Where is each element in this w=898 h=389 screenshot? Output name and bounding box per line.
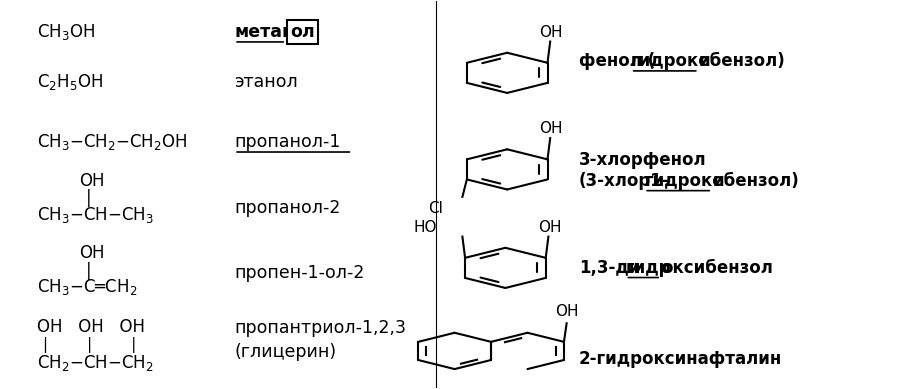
Text: OH: OH [79,244,105,262]
Text: CH$_3$−CH−CH$_3$: CH$_3$−CH−CH$_3$ [37,205,154,225]
Text: OH: OH [538,220,561,235]
Text: OH: OH [540,25,563,40]
Text: |: | [85,262,92,280]
Text: пропен-1-ол-2: пропен-1-ол-2 [234,263,365,282]
Text: |        |        |: | | | [42,337,136,353]
Text: (3-хлор1-: (3-хлор1- [579,172,669,190]
Text: метан: метан [234,23,295,41]
Text: пропанол-1: пропанол-1 [234,133,340,151]
Text: HO: HO [413,220,436,235]
Text: OH   OH   OH: OH OH OH [37,317,145,336]
Text: гидрокс: гидрокс [644,172,722,190]
Text: CH$_3$−CH$_2$−CH$_2$OH: CH$_3$−CH$_2$−CH$_2$OH [37,132,188,152]
Text: OH: OH [540,121,563,136]
Text: CH$_3$OH: CH$_3$OH [37,22,95,42]
Text: CH$_3$−C═CH$_2$: CH$_3$−C═CH$_2$ [37,277,137,297]
Text: пропантриол-1,2,3: пропантриол-1,2,3 [234,319,406,337]
Text: 2-гидроксинафталин: 2-гидроксинафталин [579,350,782,368]
Text: OH: OH [79,172,105,190]
Text: 3-хлорфенол: 3-хлорфенол [579,151,707,169]
Text: пропанол-2: пропанол-2 [234,199,340,217]
Text: ибензол): ибензол) [699,52,786,70]
Text: 1,3-ди: 1,3-ди [579,259,640,277]
Text: ол: ол [291,23,315,41]
Text: CH$_2$−CH−CH$_2$: CH$_2$−CH−CH$_2$ [37,353,154,373]
Text: ибензол): ибензол) [712,172,799,190]
Text: OH: OH [555,305,578,319]
Text: |: | [85,189,92,207]
Text: (глицерин): (глицерин) [234,343,336,361]
Text: фенол (: фенол ( [579,52,655,70]
Text: оксибензол: оксибензол [661,259,773,277]
Text: этанол: этанол [234,74,298,91]
Text: гидр: гидр [625,259,671,277]
Text: C$_2$H$_5$OH: C$_2$H$_5$OH [37,72,103,93]
Text: Cl: Cl [428,202,444,216]
Text: гидрокс: гидрокс [630,52,709,70]
